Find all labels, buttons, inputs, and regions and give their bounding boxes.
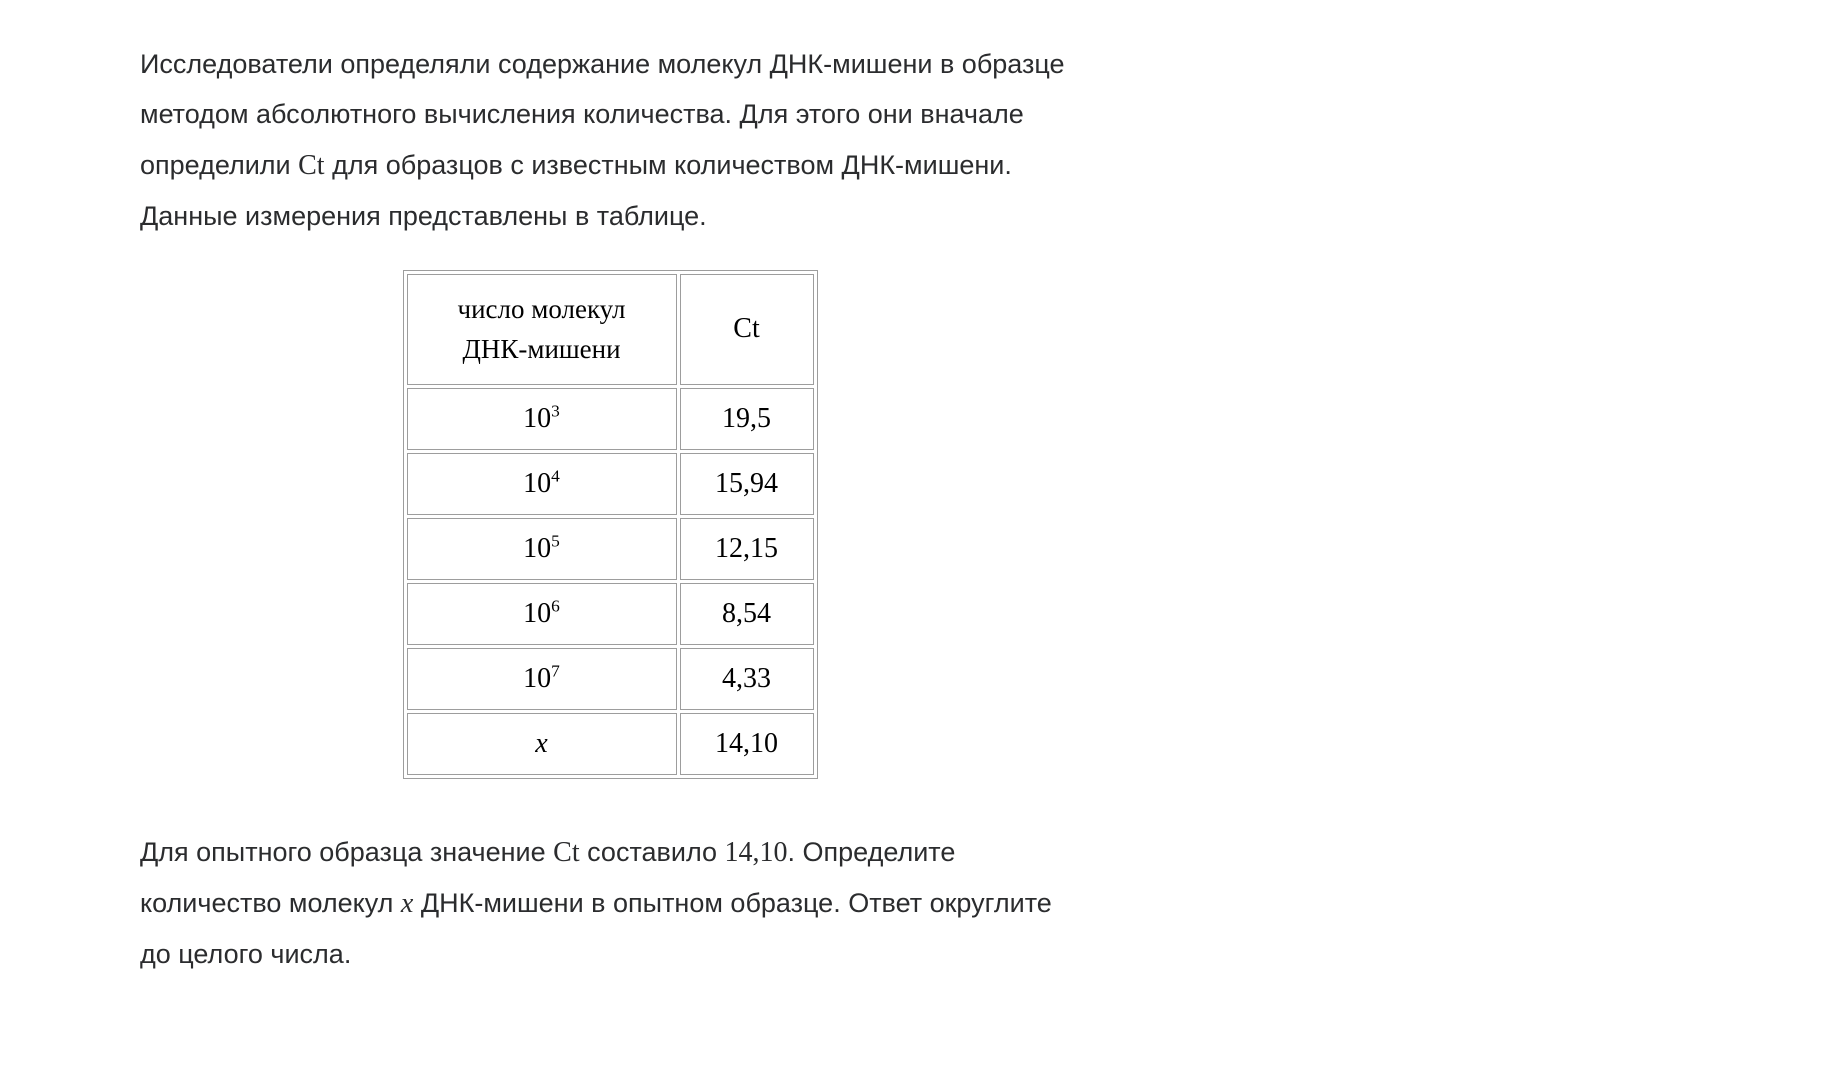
exponent: 4 [551, 466, 560, 485]
cell-molecules: 107 [407, 648, 677, 710]
col-header-molecules-line1: число молекул [458, 294, 626, 324]
table-row: 105 12,15 [407, 518, 814, 580]
q-text-1: Для опытного образца значение [140, 837, 553, 867]
data-table: число молекул ДНК-мишени Ct 103 19,5 104… [403, 270, 818, 779]
intro-paragraph: Исследователи определяли содержание моле… [140, 40, 1080, 242]
table-row: 107 4,33 [407, 648, 814, 710]
col-header-molecules-line2: ДНК-мишени [462, 334, 620, 364]
cell-ct: 4,33 [680, 648, 814, 710]
cell-molecules-var: x [407, 713, 677, 775]
q-text-2: составило [580, 837, 725, 867]
cell-ct: 14,10 [680, 713, 814, 775]
col-header-ct: Ct [680, 274, 814, 385]
cell-molecules: 106 [407, 583, 677, 645]
table-row: 104 15,94 [407, 453, 814, 515]
exponent: 5 [551, 531, 560, 550]
base: 10 [523, 598, 551, 629]
table-row: x 14,10 [407, 713, 814, 775]
base: 10 [523, 663, 551, 694]
table-header-row: число молекул ДНК-мишени Ct [407, 274, 814, 385]
base: 10 [523, 403, 551, 434]
cell-molecules: 105 [407, 518, 677, 580]
exponent: 3 [551, 401, 560, 420]
cell-ct: 12,15 [680, 518, 814, 580]
q-value: 14,10 [725, 837, 788, 868]
problem-page: Исследователи определяли содержание моле… [0, 0, 1200, 1020]
ct-symbol: Ct [298, 150, 324, 181]
var-x: x [401, 888, 413, 919]
table-wrapper: число молекул ДНК-мишени Ct 103 19,5 104… [140, 270, 1080, 779]
table-body: 103 19,5 104 15,94 105 12,15 106 8,54 10… [407, 388, 814, 775]
cell-ct: 15,94 [680, 453, 814, 515]
exponent: 7 [551, 661, 560, 680]
table-row: 106 8,54 [407, 583, 814, 645]
cell-molecules: 104 [407, 453, 677, 515]
base: 10 [523, 468, 551, 499]
question-paragraph: Для опытного образца значение Ct состави… [140, 827, 1080, 981]
table-row: 103 19,5 [407, 388, 814, 450]
table-head: число молекул ДНК-мишени Ct [407, 274, 814, 385]
cell-ct: 8,54 [680, 583, 814, 645]
ct-symbol: Ct [553, 837, 579, 868]
col-header-molecules: число молекул ДНК-мишени [407, 274, 677, 385]
cell-molecules: 103 [407, 388, 677, 450]
base: 10 [523, 533, 551, 564]
exponent: 6 [551, 596, 560, 615]
cell-ct: 19,5 [680, 388, 814, 450]
